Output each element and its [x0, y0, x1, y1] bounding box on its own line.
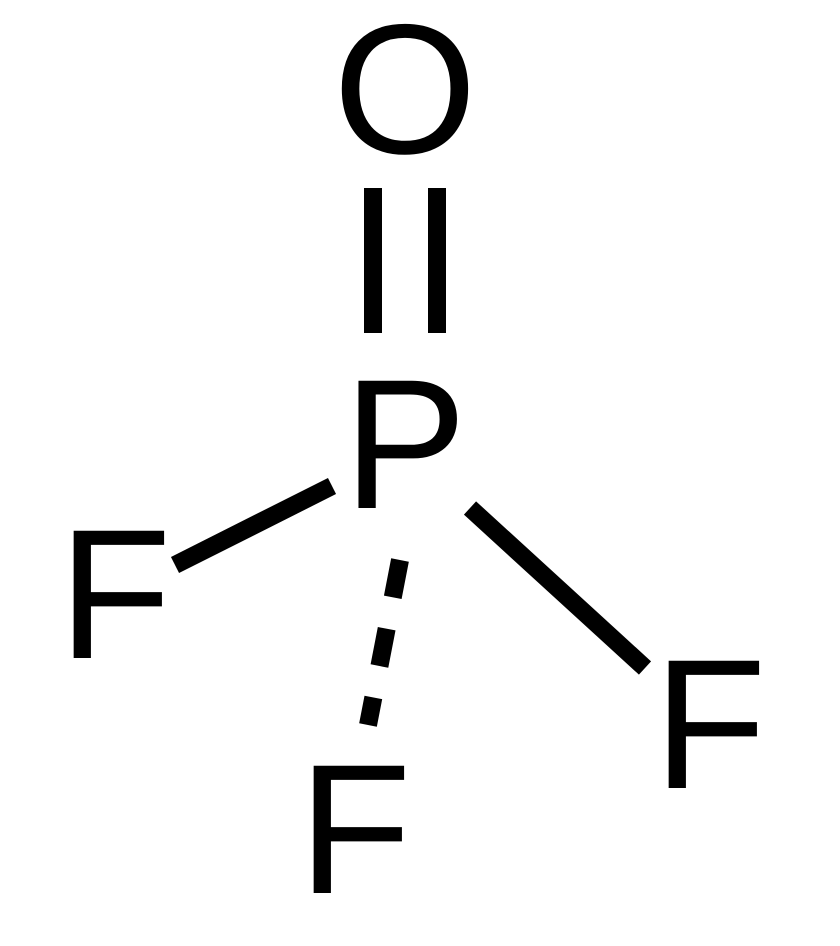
atom-f1: F [58, 492, 171, 698]
atom-f2: F [653, 622, 766, 828]
bond-p-f1 [175, 486, 332, 565]
atom-f3: F [298, 727, 411, 933]
bond-p-f3-hash [368, 560, 400, 725]
atom-o: O [333, 0, 477, 193]
atom-p: P [343, 342, 466, 548]
bond-p-f2 [470, 508, 645, 668]
chemical-structure-diagram: O P F F F [0, 0, 840, 946]
atom-group: O P F F F [58, 0, 766, 933]
